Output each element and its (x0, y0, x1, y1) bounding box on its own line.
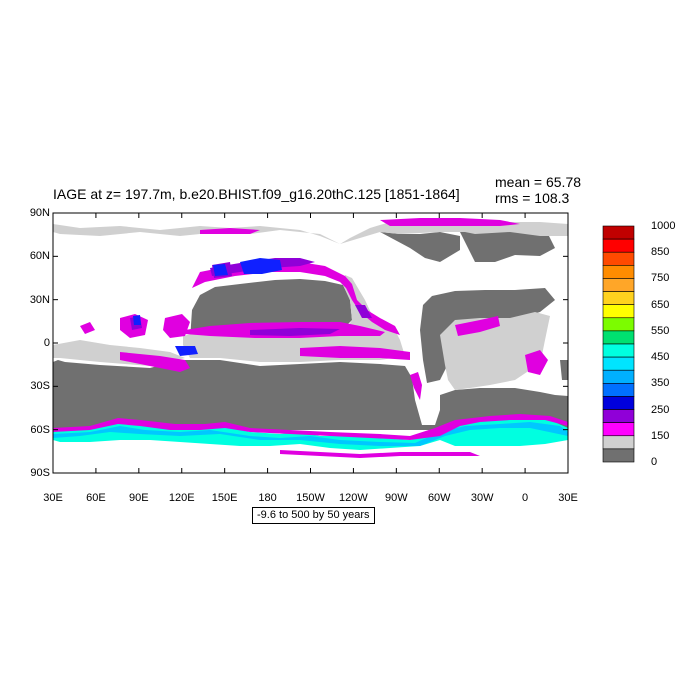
y-tick-label: 30N (29, 293, 50, 306)
x-tick-label: 30W (470, 492, 494, 504)
colorbar-swatch (602, 369, 635, 384)
colorbar-swatch (602, 304, 635, 319)
colorbar-label: 550 (651, 324, 670, 337)
colorbar-label: 150 (651, 429, 670, 442)
colorbar-label: 750 (651, 272, 670, 285)
x-tick-label: 90W (385, 492, 408, 504)
x-tick-label: 180 (258, 492, 277, 504)
colorbar-swatch (602, 278, 635, 292)
colorbar-swatch (602, 251, 635, 266)
ocean-sky-blue-edge (53, 422, 568, 446)
contour-interval-label: -9.6 to 500 by 50 years (252, 507, 375, 524)
plot-title: IAGE at z= 197.7m, b.e20.BHIST.f09_g16.2… (53, 186, 460, 202)
y-tick-label: 0 (43, 337, 50, 349)
colorbar-label: 250 (651, 403, 670, 416)
colorbar-label: 650 (651, 298, 670, 311)
colorbar-swatch (602, 435, 635, 450)
y-tick-label: 90N (29, 207, 50, 219)
colorbar-swatch (602, 291, 635, 305)
colorbar-swatch (602, 265, 635, 279)
x-tick-label: 30E (558, 492, 578, 504)
x-tick-label: 120E (168, 492, 195, 504)
colorbar-swatch (602, 238, 635, 253)
colorbar-label: 350 (651, 377, 670, 390)
y-tick-label: 60S (30, 423, 50, 436)
ocean-blue-patch (133, 258, 282, 356)
colorbar-swatch (602, 396, 635, 410)
colorbar-swatch (602, 422, 635, 437)
colorbar-swatch (602, 409, 635, 423)
x-tick-label: 90E (129, 492, 149, 504)
colorbar-label: 850 (651, 246, 670, 259)
colorbar-swatch (602, 343, 635, 358)
y-tick-label: 90S (30, 467, 50, 479)
colorbar-swatch (602, 448, 635, 463)
mean-stat: mean = 65.78 (495, 174, 582, 190)
colorbar-swatch (602, 356, 635, 371)
colorbar-swatch (602, 330, 635, 345)
colorbar-label: 450 (651, 351, 670, 364)
x-tick-label: 150W (296, 492, 325, 504)
x-tick-label: 150E (211, 492, 238, 504)
colorbar (602, 225, 635, 463)
colorbar-swatch (602, 317, 635, 332)
y-tick-label: 60N (29, 250, 50, 263)
rms-stat: rms = 108.3 (495, 190, 570, 206)
x-tick-label: 30E (43, 492, 63, 504)
colorbar-label: 1000 (651, 220, 676, 232)
colorbar-swatch (602, 383, 635, 397)
colorbar-swatch (602, 225, 635, 240)
x-tick-label: 60E (86, 492, 106, 504)
ocean-low-age-region (53, 230, 568, 430)
antarctic-shelf-band (53, 414, 568, 458)
ocean-cyan-band (53, 418, 568, 450)
colorbar-label: 0 (651, 456, 658, 468)
y-tick-label: 30S (30, 380, 50, 393)
x-tick-label: 0 (522, 492, 529, 504)
x-tick-label: 60W (427, 492, 451, 504)
x-tick-label: 120W (339, 492, 368, 504)
